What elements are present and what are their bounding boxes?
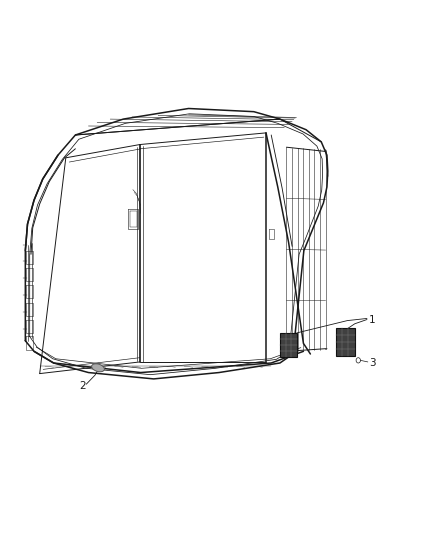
Ellipse shape bbox=[92, 364, 104, 372]
Text: 3: 3 bbox=[369, 358, 376, 368]
Text: 1: 1 bbox=[369, 314, 376, 325]
Text: 2: 2 bbox=[79, 381, 85, 391]
FancyBboxPatch shape bbox=[280, 333, 297, 357]
FancyBboxPatch shape bbox=[336, 328, 355, 356]
